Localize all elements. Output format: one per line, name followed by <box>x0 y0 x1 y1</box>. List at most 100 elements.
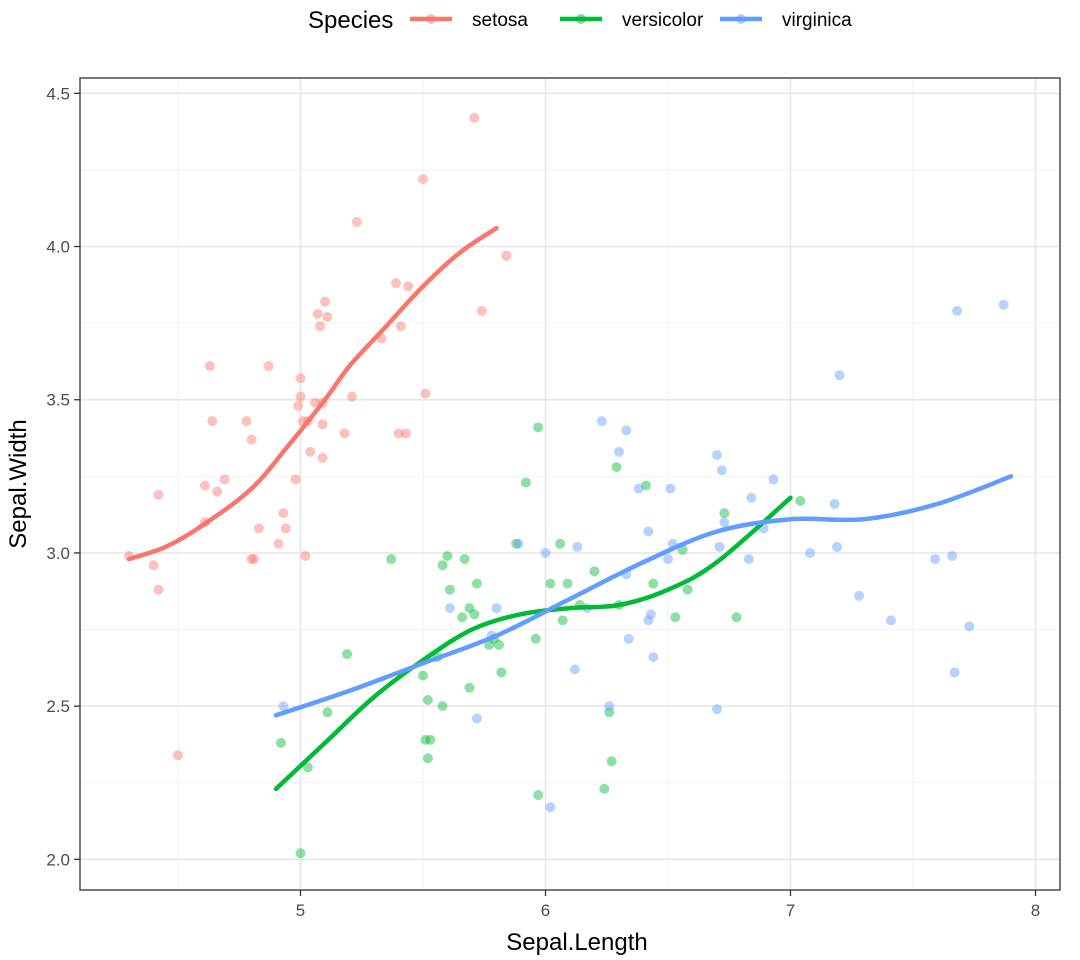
setosa-point <box>322 312 333 323</box>
setosa-point <box>199 480 210 491</box>
setosa-point <box>278 508 289 519</box>
setosa-point <box>317 452 328 463</box>
setosa-legend-label: setosa <box>472 10 528 31</box>
virginica-point <box>614 446 624 457</box>
setosa-point <box>246 554 257 565</box>
virginica-point <box>834 370 845 381</box>
versicolor-point <box>682 584 693 595</box>
setosa-point <box>403 281 414 292</box>
x-tick-label: 6 <box>541 901 550 920</box>
versicolor-point <box>670 612 681 623</box>
virginica-point <box>947 551 958 562</box>
virginica-point <box>444 603 455 614</box>
setosa-point <box>346 391 357 402</box>
setosa-point <box>148 560 159 571</box>
virginica-point <box>746 492 757 503</box>
virginica-point <box>805 547 816 558</box>
versicolor-point <box>520 477 531 488</box>
virginica-point <box>540 547 551 558</box>
setosa-point <box>312 308 323 319</box>
versicolor-point <box>589 566 600 577</box>
axis-ticks <box>74 92 1037 896</box>
virginica-point <box>278 701 289 712</box>
setosa-point <box>293 400 304 411</box>
setosa-point <box>204 361 215 372</box>
virginica-point <box>952 305 963 316</box>
setosa-point <box>501 250 512 261</box>
virginica-point <box>930 554 941 565</box>
versicolor-point <box>606 756 617 767</box>
versicolor-point <box>464 603 475 614</box>
versicolor-point <box>530 633 541 644</box>
x-tick-label: 8 <box>1031 901 1040 920</box>
setosa-point <box>295 373 306 384</box>
setosa-point <box>263 361 274 372</box>
virginica-point <box>832 541 843 552</box>
setosa-point <box>212 486 223 497</box>
versicolor-point <box>302 762 313 773</box>
versicolor-point <box>648 578 659 589</box>
y-tick-label: 2.5 <box>46 697 70 716</box>
setosa-point <box>219 474 230 485</box>
virginica-point <box>648 652 659 663</box>
virginica-point <box>569 664 580 675</box>
versicolor-smooth-line <box>273 495 793 792</box>
versicolor-point <box>275 737 286 748</box>
virginica-point <box>633 483 644 494</box>
setosa-point <box>476 305 487 316</box>
versicolor-point <box>557 615 568 626</box>
versicolor-point <box>464 682 475 693</box>
versicolor-point <box>493 639 504 650</box>
versicolor-point <box>533 422 544 433</box>
setosa-point <box>246 434 257 445</box>
setosa-point <box>391 278 402 289</box>
versicolor-point <box>386 554 397 565</box>
virginica-point <box>712 704 722 715</box>
setosa-point <box>320 296 330 307</box>
virginica-point <box>998 299 1009 310</box>
virginica-point <box>513 538 524 549</box>
virginica-legend-label: virginica <box>782 10 852 31</box>
virginica-legend-key-point <box>736 14 746 24</box>
versicolor-point <box>437 701 448 712</box>
setosa-point <box>395 321 406 332</box>
setosa-point <box>418 174 428 185</box>
versicolor-point <box>795 495 806 506</box>
virginica-point <box>596 416 607 427</box>
versicolor-point <box>418 670 428 681</box>
legend-title: Species <box>308 7 393 34</box>
setosa-legend-key-point <box>426 14 436 24</box>
virginica-point <box>714 541 725 552</box>
virginica-point <box>768 474 779 485</box>
versicolor-point <box>562 578 573 589</box>
virginica-point <box>712 449 722 460</box>
versicolor-point <box>719 508 730 519</box>
setosa-smooth-line <box>126 225 499 562</box>
versicolor-point <box>511 538 522 549</box>
setosa-point <box>273 538 284 549</box>
versicolor-point <box>295 848 306 859</box>
virginica-point <box>665 483 676 494</box>
versicolor-point <box>555 538 566 549</box>
y-tick-label: 3.5 <box>46 391 70 410</box>
virginica-point <box>491 603 502 614</box>
setosa-point <box>310 397 321 408</box>
versicolor-point <box>640 480 651 491</box>
setosa-point <box>317 419 328 430</box>
setosa-point <box>315 321 326 332</box>
y-axis-title: Sepal.Width <box>5 419 32 548</box>
virginica-point <box>572 541 583 552</box>
virginica-point <box>885 615 896 626</box>
x-tick-label: 7 <box>786 901 795 920</box>
setosa-point <box>253 523 264 534</box>
setosa-point <box>339 428 350 439</box>
versicolor-point <box>422 753 433 764</box>
virginica-point <box>964 621 975 632</box>
setosa-point <box>469 112 480 123</box>
virginica-point <box>645 609 656 620</box>
x-axis-title: Sepal.Length <box>506 929 647 956</box>
virginica-point <box>854 590 865 601</box>
setosa-point <box>300 551 311 562</box>
versicolor-point <box>484 639 495 650</box>
